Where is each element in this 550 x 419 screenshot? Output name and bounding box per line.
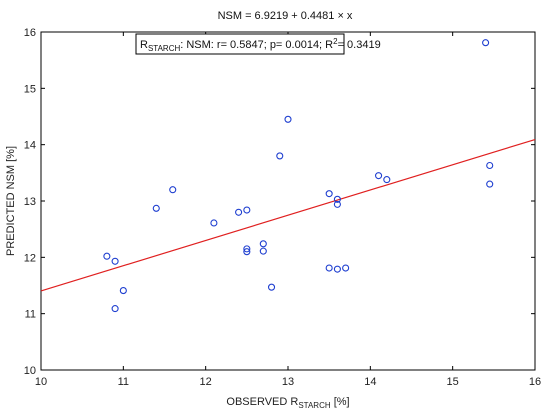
annotation-tail: = 0.3419 [338,39,381,51]
data-point-21 [342,264,350,272]
x-tick-label-4: 14 [364,376,376,388]
annotation-prefix: R [140,39,148,51]
stats-annotation-box [135,33,345,55]
data-point-19 [333,200,341,208]
data-point-23 [383,176,391,184]
data-point-10 [243,248,251,256]
data-point-20 [333,265,341,273]
data-point-4 [152,204,160,212]
data-point-9 [243,245,251,253]
data-point-16 [325,190,333,198]
y-axis-title: PREDICTED NSM [%] [5,146,17,256]
stats-annotation: RSTARCH: NSM: r= 0.5847; p= 0.0014; R2= … [140,37,381,53]
data-points [103,39,494,313]
x-axis-title-unit: [%] [331,396,350,408]
data-point-7 [235,208,243,216]
regression-line [40,138,536,292]
y-tick-label-2: 12 [24,252,36,264]
x-tick-label-3: 13 [282,376,294,388]
x-tick-label-1: 11 [118,376,129,388]
y-tick-label-3: 13 [24,196,36,208]
y-tick-label-4: 14 [24,140,36,152]
regression-layer [40,138,536,292]
x-axis-title: OBSERVED RSTARCH [%] [226,396,349,410]
data-point-24 [482,39,490,47]
x-tick-label-6: 16 [529,376,541,388]
data-point-15 [284,115,292,123]
data-point-18 [333,195,341,203]
data-point-3 [119,287,127,295]
x-tick-label-0: 10 [35,376,47,388]
axis-ticks [40,31,536,371]
x-tick-label-2: 12 [200,376,212,388]
y-tick-label-5: 15 [24,83,36,95]
y-tick-label-0: 10 [24,365,36,377]
x-tick-label-5: 15 [447,376,459,388]
y-tick-label-6: 16 [24,27,36,39]
data-point-11 [259,240,267,248]
data-point-22 [375,172,383,180]
y-tick-label-1: 11 [25,309,36,321]
x-axis-title-main: OBSERVED R [226,396,298,408]
annotation-subscript: STARCH [148,44,181,53]
x-tick-labels: 10 11 12 13 14 15 16 [35,376,541,388]
data-point-0 [103,252,111,260]
data-point-13 [267,283,276,291]
x-axis-title-subscript: STARCH [298,401,331,410]
data-point-12 [259,247,267,255]
data-point-25 [486,161,494,170]
data-point-2 [111,305,119,313]
data-point-8 [243,206,251,214]
data-point-6 [210,219,218,227]
annotation-superscript: 2 [333,37,338,46]
data-point-1 [111,257,119,265]
data-point-26 [486,180,494,188]
data-point-14 [276,152,284,160]
chart-title: NSM = 6.9219 + 0.4481 × x [218,10,353,22]
y-tick-labels: 10 11 12 13 14 15 16 [24,27,36,377]
data-point-5 [169,186,177,194]
plot-area [40,31,536,371]
data-point-17 [325,264,333,272]
annotation-mid: : NSM: r= 0.5847; p= 0.0014; R [180,39,333,51]
